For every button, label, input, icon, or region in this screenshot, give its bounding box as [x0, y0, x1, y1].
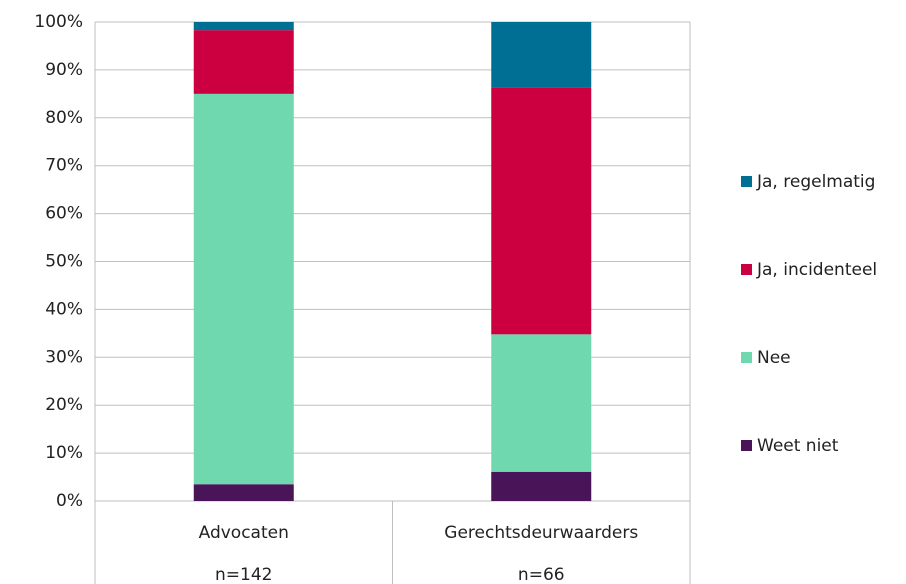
x-tick-sublabel: n=142 [215, 565, 272, 584]
bar-segment [491, 471, 592, 501]
legend-label: Ja, incidenteel [756, 260, 877, 280]
y-tick-label: 100% [34, 12, 83, 32]
bar-segment [193, 30, 294, 94]
x-tick-label: Gerechtsdeurwaarders [444, 523, 638, 543]
y-tick-label: 60% [45, 204, 83, 224]
x-tick-label: Advocaten [199, 523, 289, 543]
y-tick-label: 50% [45, 252, 83, 272]
legend-swatch [741, 440, 752, 451]
bar-segment [491, 334, 592, 472]
legend-label: Ja, regelmatig [756, 172, 875, 192]
y-tick-label: 70% [45, 156, 83, 176]
legend-swatch [741, 176, 752, 187]
legend-label: Weet niet [757, 436, 839, 456]
bar-segment [193, 22, 294, 31]
y-tick-label: 90% [45, 60, 83, 80]
legend-swatch [741, 352, 752, 363]
y-tick-label: 0% [56, 491, 83, 511]
bar-segment [193, 484, 294, 501]
bar-segment [193, 93, 294, 485]
y-tick-label: 30% [45, 347, 83, 367]
bar-segment [491, 22, 592, 88]
bar-segment [491, 87, 592, 335]
legend-swatch [741, 264, 752, 275]
y-tick-label: 10% [45, 443, 83, 463]
legend-label: Nee [757, 348, 791, 368]
y-tick-label: 40% [45, 299, 83, 319]
y-tick-label: 20% [45, 395, 83, 415]
x-tick-sublabel: n=66 [518, 565, 565, 584]
y-tick-label: 80% [45, 108, 83, 128]
